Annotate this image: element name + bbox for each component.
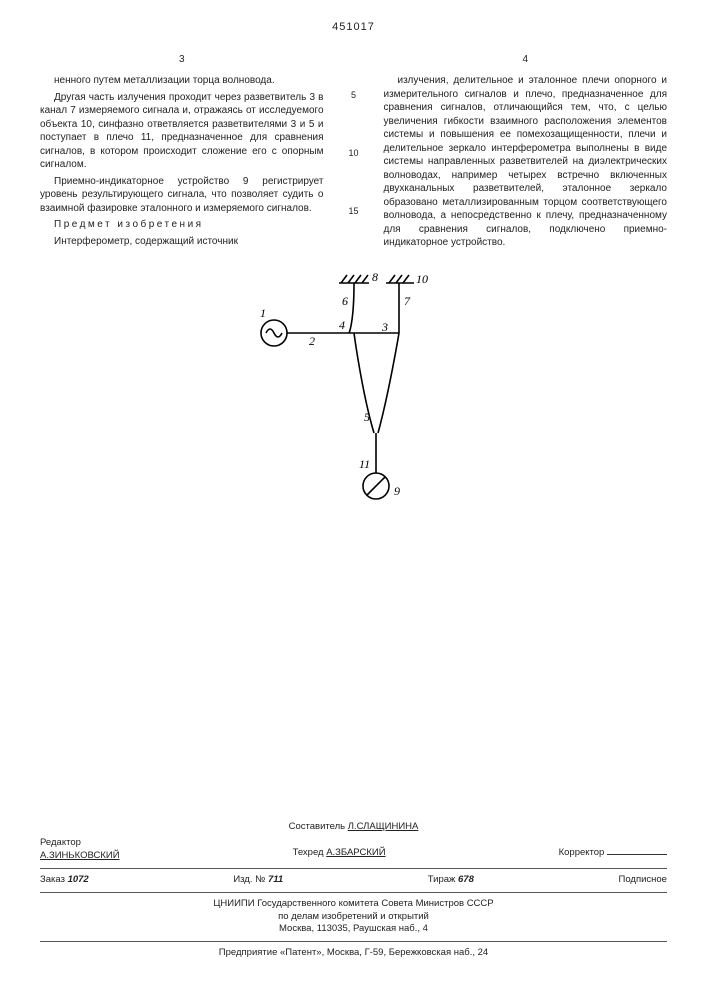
para-l2: Приемно-индикаторное устройство 9 регист… xyxy=(40,175,324,216)
org1: ЦНИИПИ Государственного комитета Совета … xyxy=(40,898,667,911)
right-colnum: 4 xyxy=(384,53,668,67)
footer-block: Составитель Л.СЛАЩИНИНА Редактор А.ЗИНЬК… xyxy=(40,821,667,961)
redaktor-val: А.ЗИНЬКОВСКИЙ xyxy=(40,850,120,861)
tehred-val: А.ЗБАРСКИЙ xyxy=(326,847,385,858)
redaktor-row: Редактор А.ЗИНЬКОВСКИЙ Техред А.ЗБАРСКИЙ… xyxy=(40,837,667,863)
lbl-1: 1 xyxy=(260,306,266,320)
diagram-svg: 1 2 3 4 5 6 7 8 9 10 11 xyxy=(254,273,454,523)
redaktor-label: Редактор xyxy=(40,837,81,848)
addr1: Москва, 113035, Раушская наб., 4 xyxy=(40,923,667,936)
lbl-6: 6 xyxy=(342,294,348,308)
lbl-7: 7 xyxy=(404,294,411,308)
tirazh-val: 678 xyxy=(458,874,474,885)
ln5: 5 xyxy=(346,89,362,101)
zakaz-val: 1072 xyxy=(68,874,89,885)
left-colnum: 3 xyxy=(40,53,324,67)
lbl-4: 4 xyxy=(339,318,345,332)
lbl-5: 5 xyxy=(364,410,370,424)
ln15: 15 xyxy=(346,205,362,217)
podpis: Подписное xyxy=(619,874,667,887)
org2: по делам изобретений и открытий xyxy=(40,911,667,924)
sostav-val: Л.СЛАЩИНИНА xyxy=(348,821,419,832)
lbl-11: 11 xyxy=(359,457,370,471)
lbl-2: 2 xyxy=(309,334,315,348)
korr-label: Корректор xyxy=(559,847,605,858)
para-l3: Интерферометр, содержащий источник xyxy=(40,235,324,249)
subject-label: Предмет изобретения xyxy=(40,218,324,232)
zakaz-label: Заказ xyxy=(40,874,65,885)
lbl-9: 9 xyxy=(394,484,400,498)
lbl-8: 8 xyxy=(372,273,378,284)
tirazh-label: Тираж xyxy=(428,874,456,885)
lbl-10: 10 xyxy=(416,273,428,286)
sostav-row: Составитель Л.СЛАЩИНИНА xyxy=(40,821,667,834)
sostav-label: Составитель xyxy=(289,821,345,832)
line-numbers: 5 10 15 xyxy=(346,53,362,253)
right-column: 4 излучения, делительное и эталонное пле… xyxy=(384,53,668,253)
para-l1: Другая часть излучения проходит через ра… xyxy=(40,91,324,172)
tehred-label: Техред xyxy=(293,847,324,858)
left-column: 3 ненного путем металлизации торца волно… xyxy=(40,53,324,253)
info-row: Заказ 1072 Изд. № 711 Тираж 678 Подписно… xyxy=(40,874,667,887)
ln10: 10 xyxy=(346,147,362,159)
bottom-line: Предприятие «Патент», Москва, Г-59, Бере… xyxy=(40,947,667,960)
para-r0: излучения, делительное и эталонное плечи… xyxy=(384,74,668,250)
text-columns: 3 ненного путем металлизации торца волно… xyxy=(40,53,667,253)
schematic-diagram: 1 2 3 4 5 6 7 8 9 10 11 xyxy=(40,273,667,523)
izd-label: Изд. № xyxy=(233,874,265,885)
izd-val: 711 xyxy=(268,874,283,885)
lbl-3: 3 xyxy=(381,320,388,334)
para-l0: ненного путем металлизации торца волново… xyxy=(40,74,324,88)
document-number: 451017 xyxy=(40,20,667,35)
